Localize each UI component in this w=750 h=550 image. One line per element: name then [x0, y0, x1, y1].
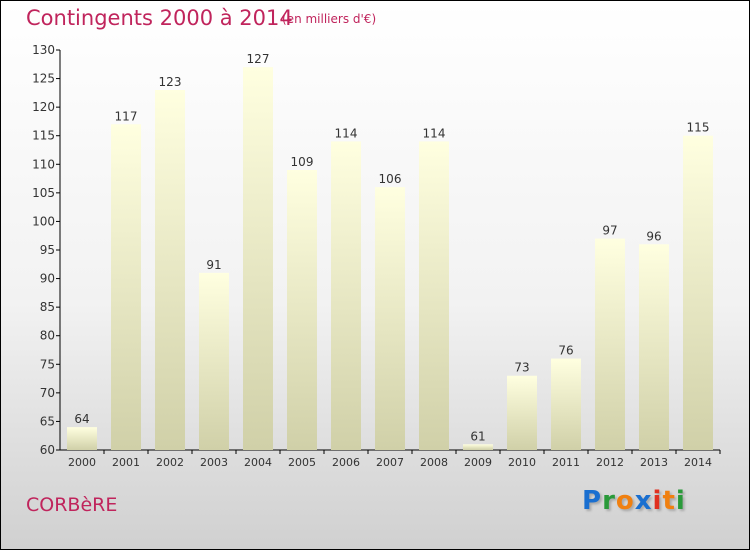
y-tick-label: 75 [40, 357, 55, 371]
logo-letter: P [582, 486, 603, 516]
data-label-2006: 114 [335, 126, 358, 140]
bar-2013 [639, 244, 669, 450]
x-tick-label: 2011 [552, 456, 580, 469]
bar-2014 [683, 135, 713, 450]
x-tick-label: 2001 [112, 456, 140, 469]
y-tick-label: 90 [40, 272, 55, 286]
bar-2001 [111, 124, 141, 451]
y-tick-label: 80 [40, 329, 55, 343]
y-tick-label: 100 [32, 214, 55, 228]
y-tick-label: 130 [32, 43, 55, 57]
x-tick-label: 2010 [508, 456, 536, 469]
data-label-2001: 117 [115, 109, 138, 123]
bar-2009 [463, 444, 493, 450]
logo-letter: i [652, 486, 663, 516]
bar-2010 [507, 375, 537, 450]
data-label-2000: 64 [74, 412, 89, 426]
x-tick-label: 2005 [288, 456, 316, 469]
y-tick-label: 65 [40, 414, 55, 428]
logo-letter: o [615, 486, 635, 516]
x-tick-label: 2007 [376, 456, 404, 469]
logo-letter: i [675, 486, 686, 516]
bar-2012 [595, 238, 625, 450]
bar-2002 [155, 90, 185, 450]
data-label-2011: 76 [558, 344, 573, 358]
data-label-2012: 97 [602, 224, 617, 238]
data-label-2009: 61 [470, 429, 485, 443]
y-tick-label: 60 [40, 443, 55, 457]
bar-2000 [67, 427, 97, 450]
x-tick-label: 2008 [420, 456, 448, 469]
bar-2011 [551, 358, 581, 450]
bar-2004 [243, 67, 273, 451]
proxiti-logo: Proxiti [582, 486, 686, 516]
x-tick-label: 2000 [68, 456, 96, 469]
data-label-2004: 127 [247, 52, 270, 66]
bar-2008 [419, 141, 449, 450]
x-tick-label: 2004 [244, 456, 272, 469]
bar-2006 [331, 141, 361, 450]
bar-2007 [375, 187, 405, 450]
chart-title: Contingents 2000 à 2014 [26, 6, 293, 30]
data-label-2002: 123 [159, 75, 182, 89]
bar-2005 [287, 170, 317, 450]
data-label-2010: 73 [514, 361, 529, 375]
data-label-2008: 114 [423, 126, 446, 140]
data-label-2003: 91 [206, 258, 221, 272]
logo-letter: t [662, 486, 676, 516]
chart-subtitle: (en milliers d'€) [282, 12, 377, 26]
x-tick-label: 2002 [156, 456, 184, 469]
x-tick-label: 2009 [464, 456, 492, 469]
x-tick-label: 2003 [200, 456, 228, 469]
data-label-2005: 109 [291, 155, 314, 169]
commune-name: CORBèRE [26, 494, 118, 516]
logo-letter: r [602, 486, 616, 516]
y-tick-label: 110 [32, 157, 55, 171]
logo-letter: x [634, 486, 653, 516]
x-tick-label: 2014 [684, 456, 712, 469]
y-tick-label: 120 [32, 100, 55, 114]
y-tick-label: 125 [32, 72, 55, 86]
data-label-2014: 115 [687, 121, 710, 135]
x-tick-label: 2006 [332, 456, 360, 469]
data-label-2013: 96 [646, 229, 661, 243]
bar-2003 [199, 272, 229, 450]
y-tick-label: 95 [40, 243, 55, 257]
y-tick-label: 85 [40, 300, 55, 314]
data-label-2007: 106 [379, 172, 402, 186]
y-tick-label: 115 [32, 129, 55, 143]
x-tick-label: 2013 [640, 456, 668, 469]
x-tick-label: 2012 [596, 456, 624, 469]
y-tick-label: 105 [32, 186, 55, 200]
y-tick-label: 70 [40, 386, 55, 400]
